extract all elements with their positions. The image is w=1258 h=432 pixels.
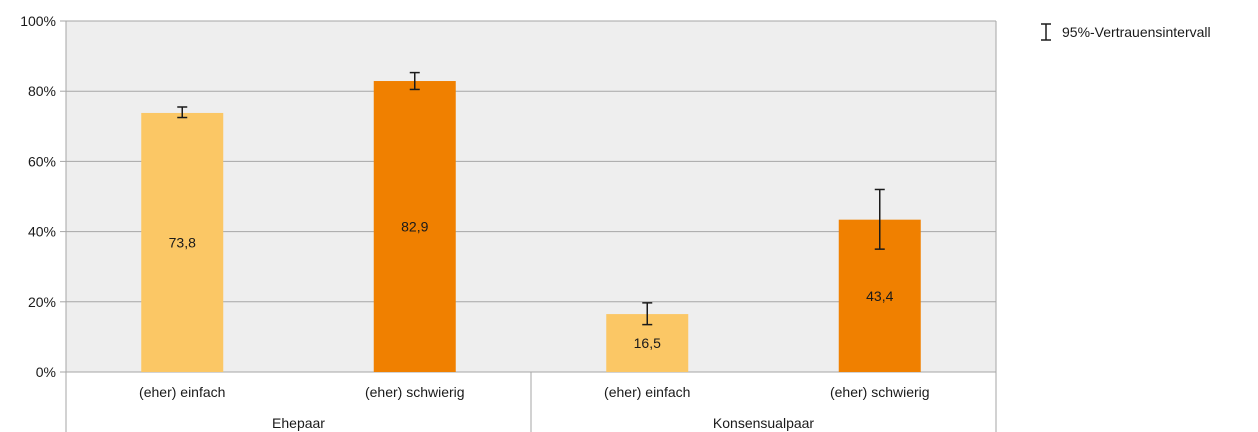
y-tick-label: 40% — [28, 224, 56, 240]
category-label: (eher) schwierig — [365, 384, 465, 400]
error-bar-icon — [1041, 23, 1051, 41]
group-label: Ehepaar — [272, 415, 325, 431]
y-tick-label: 0% — [36, 364, 56, 380]
category-label: (eher) einfach — [604, 384, 690, 400]
data-label: 43,4 — [866, 288, 893, 304]
y-tick-label: 60% — [28, 153, 56, 169]
data-label: 82,9 — [401, 219, 428, 235]
category-label: (eher) schwierig — [830, 384, 930, 400]
group-label: Konsensualpaar — [713, 415, 815, 431]
legend-label: 95%-Vertrauensintervall — [1062, 24, 1211, 40]
bar — [141, 112, 224, 372]
bar — [373, 81, 456, 372]
data-label: 73,8 — [169, 234, 196, 250]
y-tick-label: 100% — [20, 13, 56, 29]
category-label: (eher) einfach — [139, 384, 225, 400]
y-tick-label: 20% — [28, 294, 56, 310]
y-tick-label: 80% — [28, 83, 56, 99]
data-label: 16,5 — [634, 335, 661, 351]
legend: 95%-Vertrauensintervall — [1040, 22, 1211, 42]
